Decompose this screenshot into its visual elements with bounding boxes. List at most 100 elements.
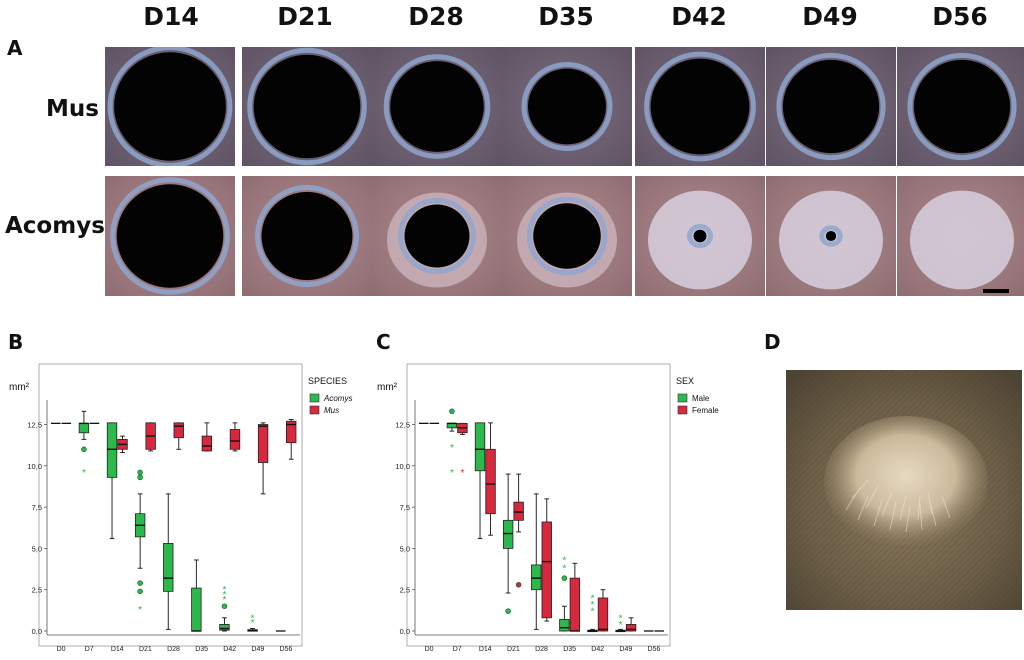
legend-title: SPECIES [308,376,347,386]
outlier-circle [449,408,455,415]
y-tick-label: 12,5 [395,421,410,430]
box-body [257,424,269,463]
wound-hole [528,68,606,145]
box-body [474,422,486,472]
box-male-d14 [474,422,486,539]
y-tick-label: 0,0 [32,627,42,636]
y-tick-label: 7,5 [400,503,410,512]
outlier-star: * [223,590,227,601]
box-acomys-d7 [78,410,90,440]
x-tick-label: D0 [57,646,66,653]
box-body [559,619,570,632]
x-tick-label: D21 [507,646,520,653]
x-tick-label: D35 [563,646,576,653]
box-female-d7 [457,422,468,435]
panel-label-b: B [8,330,24,354]
box-mus-d35 [201,422,213,452]
wound-hole [404,204,470,268]
outlier-star: * [251,618,255,629]
x-tick-label: D0 [425,646,434,653]
panel-label-a: A [7,36,23,60]
wound-hole [261,191,353,281]
x-tick-label: D28 [167,646,180,653]
outlier-star: * [450,468,454,479]
box-body [163,543,174,592]
y-tick-label: 0,0 [400,627,410,636]
outlier-circle [137,474,143,481]
outlier-star: * [619,613,623,624]
outlier-star: * [591,607,595,618]
mus-wound-photo [766,47,896,166]
box-body [485,448,496,515]
box-mus-d49 [257,422,269,495]
mus-wound-photo [242,47,372,166]
outlier-circle [561,575,568,581]
box-body [286,420,297,444]
healed-wound-photo [786,370,1022,610]
wound-hole [693,229,707,243]
box-female-d35 [569,562,581,632]
acomys-wound-photo [502,176,632,296]
outlier-circle [137,588,143,595]
outlier-circle [137,469,143,476]
box-female-d42 [597,589,609,632]
box-body [191,587,202,632]
box-acomys-d35 [191,559,202,632]
chart-frame [406,363,671,647]
row-label-acomys: Acomys [5,213,105,239]
y-tick-label: 2,5 [400,586,410,595]
outlier-star: * [591,600,595,611]
box-body [513,501,524,521]
box-body [502,519,514,549]
box-acomys-d21 [134,493,146,569]
box-body [78,422,90,434]
box-female-d21 [513,473,524,533]
box-female-d14 [485,422,496,536]
box-body [541,521,552,619]
box-body [625,623,637,632]
box-female-d49 [625,617,637,632]
day-label: D35 [538,2,594,31]
outlier-star: * [223,595,227,606]
legend-entry: Acomys [323,394,352,403]
acomys-wound-photo [105,176,235,296]
box-male-d7 [446,422,458,432]
panel-label-d: D [764,330,781,354]
x-tick-label: D49 [251,646,264,653]
y-unit-label: mm² [9,382,30,393]
outlier-star: * [450,443,454,454]
acomys-wound-photo [766,176,896,296]
x-tick-label: D56 [648,646,661,653]
legend-swatch [309,405,320,415]
outlier-star: * [562,564,566,575]
box-mus-d56 [286,419,297,460]
acomys-wound-photo [897,176,1024,296]
x-tick-label: D21 [139,646,152,653]
legend-entry: Mus [324,406,339,415]
box-mus-d28 [173,422,184,450]
legend-entry: Male [692,394,710,403]
box-male-d42 [587,628,598,633]
box-mus-d14 [117,435,128,454]
y-tick-label: 2,5 [32,586,42,595]
box-male-d28 [531,493,542,630]
legend-swatch [677,405,688,415]
box-body [531,564,542,591]
x-tick-label: D28 [535,646,548,653]
box-body [201,435,213,452]
box-mus-d42 [229,422,241,452]
box-acomys-d42 [219,617,230,632]
outlier-star: * [138,605,142,616]
box-female-d28 [541,498,552,622]
acomys-wound-photo [242,176,372,296]
y-tick-label: 12,5 [27,421,42,430]
box-male-d35 [559,605,570,632]
x-tick-label: D35 [195,646,208,653]
outlier-circle [81,446,87,453]
box-male-d21 [502,473,514,594]
outlier-circle [221,603,228,609]
outlier-circle [515,581,522,588]
wound-hole [390,61,484,152]
mus-wound-photo [502,47,632,166]
mus-wound-photo [105,47,235,166]
